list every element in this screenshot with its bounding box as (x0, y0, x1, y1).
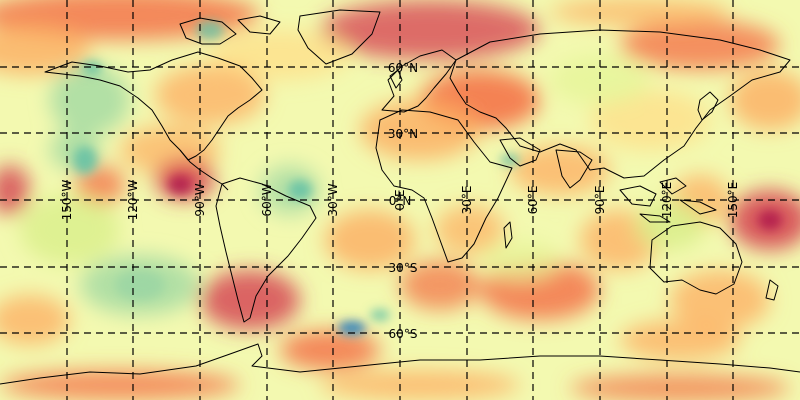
coastline-australia (649, 221, 743, 295)
coastline-africa (375, 109, 513, 263)
lon-label-60w: 60°W (260, 183, 274, 216)
lat-label-0n: 0°N (389, 194, 412, 208)
coastline-arctic-islands (179, 15, 281, 45)
latitude-labels: 60°N 30°N 0°N 30°S 60°S (388, 61, 418, 341)
coastline-central-america (179, 149, 229, 191)
coastlines (0, 9, 800, 385)
lon-label-150w: 150°W (60, 179, 74, 220)
coastline-north-america (44, 51, 263, 161)
coastline-uk (389, 69, 403, 89)
coastline-antarctica (0, 343, 800, 385)
lat-label-60n: 60°N (388, 61, 418, 75)
longitude-labels: 150°W 120°W 90°W 60°W 30°W 0°E 30°E 60°E… (60, 179, 740, 220)
lon-label-30w: 30°W (326, 183, 340, 216)
coastline-india (555, 149, 593, 189)
lat-label-30n: 30°N (388, 127, 418, 141)
lon-label-0e: 0°E (393, 189, 407, 210)
lon-label-60e: 60°E (526, 186, 540, 215)
lat-label-60s: 60°S (389, 327, 418, 341)
coastline-new-zealand (765, 279, 779, 301)
coastline-greenland (297, 9, 381, 65)
lon-label-90e: 90°E (593, 186, 607, 215)
lon-label-120w: 120°W (126, 179, 140, 220)
lon-label-90w: 90°W (193, 183, 207, 216)
lon-label-30e: 30°E (460, 186, 474, 215)
lat-label-30s: 30°S (389, 261, 418, 275)
coastline-south-america (215, 177, 317, 323)
lon-label-150e: 150°E (726, 182, 740, 219)
heatmap-highlights (73, 20, 782, 335)
coastline-eurasia (449, 29, 791, 179)
coastline-japan (697, 91, 719, 121)
coastline-arabia (499, 137, 541, 167)
lon-label-120e: 120°E (660, 182, 674, 219)
coastline-madagascar (503, 221, 513, 249)
